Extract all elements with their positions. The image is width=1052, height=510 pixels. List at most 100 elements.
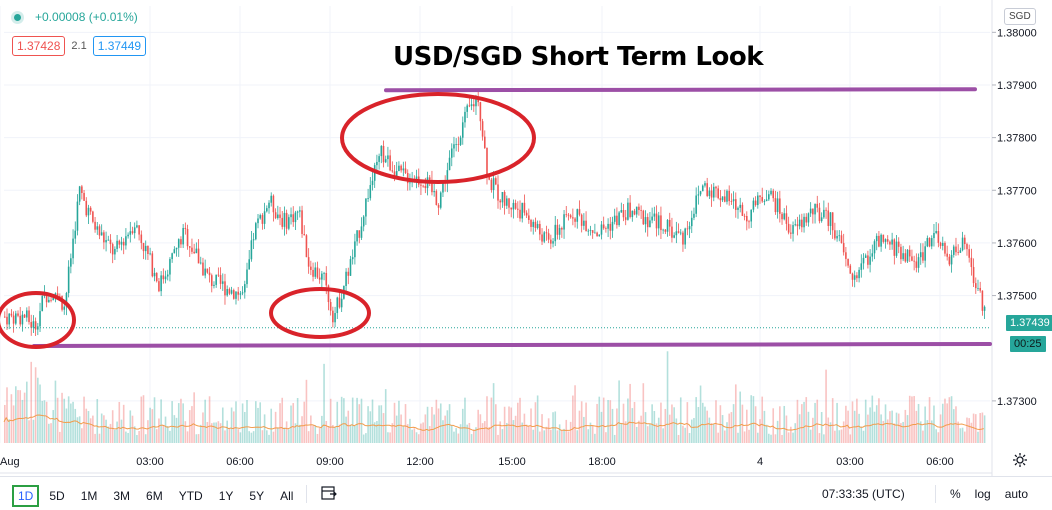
candle-body: [65, 293, 68, 307]
volume-bar: [955, 406, 957, 443]
candle-body: [323, 272, 325, 274]
candle-body: [671, 226, 673, 238]
volume-bar: [158, 418, 160, 443]
volume-bar: [814, 402, 816, 443]
range-button[interactable]: 1Y: [218, 489, 234, 503]
candle-body: [640, 210, 642, 211]
candle-body: [453, 144, 455, 149]
volume-bar: [488, 426, 490, 443]
volume-bar: [939, 414, 942, 443]
candle-body: [820, 217, 823, 222]
volume-bar: [686, 402, 689, 443]
price-chart[interactable]: 1.38000 1.37900 1.37800 1.37700 1.37600 1.375…: [0, 0, 1052, 476]
date-range-icon[interactable]: [320, 485, 338, 501]
range-button[interactable]: All: [280, 489, 294, 503]
candle-body: [519, 209, 521, 219]
range-button[interactable]: 1D: [12, 485, 40, 507]
candle-body: [376, 161, 378, 166]
range-button[interactable]: 5D: [49, 489, 65, 503]
candle-body: [274, 212, 277, 219]
candle-body: [627, 202, 629, 220]
candle-body: [358, 230, 361, 238]
volume-bar: [796, 399, 799, 443]
x-tick-label: 03:00: [836, 456, 864, 468]
candle-body: [171, 253, 173, 260]
candle-body: [186, 229, 189, 247]
candle-body: [613, 215, 616, 222]
candle-body: [569, 215, 572, 218]
gear-icon[interactable]: [1012, 452, 1028, 468]
candle-body: [387, 155, 389, 160]
candle-body: [521, 202, 524, 219]
volume-bar: [550, 429, 552, 443]
range-button[interactable]: YTD: [178, 489, 203, 503]
volume-bar: [818, 433, 821, 443]
candle-body: [158, 281, 160, 292]
candle-body: [129, 231, 132, 235]
utc-clock[interactable]: 07:33:35 (UTC): [822, 487, 905, 501]
candle-body: [790, 232, 792, 234]
volume-bar: [177, 403, 180, 443]
candle-body: [556, 224, 559, 235]
volume-bar: [873, 411, 876, 443]
volume-bar: [362, 434, 365, 443]
volume-bar: [78, 416, 81, 443]
candle-body: [596, 232, 598, 237]
volume-bar: [420, 423, 422, 443]
candle-body: [611, 221, 614, 231]
candle-body: [649, 220, 651, 228]
volume-bar: [37, 377, 39, 443]
candle-body: [858, 269, 860, 279]
volume-bar: [340, 396, 343, 443]
candle-body: [470, 104, 473, 107]
candle-body: [543, 232, 546, 242]
candle-body: [367, 198, 369, 199]
range-button[interactable]: 3M: [113, 489, 131, 503]
log-toggle[interactable]: log: [974, 487, 991, 501]
candle-body: [653, 213, 656, 217]
candle-body: [420, 184, 422, 186]
candle-body: [900, 246, 902, 260]
volume-bar: [902, 421, 904, 443]
candle-body: [558, 227, 561, 235]
range-button[interactable]: 6M: [146, 489, 163, 503]
range-button[interactable]: 1M: [80, 489, 98, 503]
volume-bar: [561, 430, 563, 443]
candle-body: [583, 220, 585, 226]
volume-bar: [671, 404, 673, 443]
range-button[interactable]: 5Y: [249, 489, 265, 503]
candle-body: [851, 273, 854, 280]
candle-body: [241, 292, 244, 294]
volume-bar: [638, 420, 640, 443]
ask-price[interactable]: 1.37449: [92, 36, 147, 56]
bid-price[interactable]: 1.37428: [12, 36, 66, 56]
candle-body: [880, 234, 882, 247]
volume-bar: [501, 429, 504, 443]
auto-toggle[interactable]: auto: [1004, 487, 1029, 501]
currency-button[interactable]: SGD: [1004, 8, 1036, 25]
candle-body: [761, 197, 764, 202]
volume-bar: [770, 434, 772, 443]
quote-panel: 1.37428 2.1 1.37449: [12, 36, 147, 56]
volume-bar: [750, 395, 753, 443]
candle-body: [437, 205, 440, 208]
volume-bar: [851, 401, 854, 443]
candle-body: [147, 245, 149, 254]
volume-bar: [591, 425, 594, 443]
candle-body: [219, 275, 222, 284]
candle-body: [831, 212, 834, 231]
volume-bar: [723, 430, 726, 443]
candle-body: [261, 215, 264, 224]
candle-body: [312, 269, 314, 277]
candle-body: [842, 243, 845, 253]
volume-bar: [913, 396, 915, 443]
candle-body: [937, 231, 940, 243]
candle-body: [772, 190, 775, 199]
candle-body: [155, 272, 158, 282]
candle-body: [125, 236, 127, 246]
volume-bar: [569, 421, 572, 443]
volume-bar: [70, 403, 72, 443]
candle-body: [34, 321, 37, 330]
volume-bar: [116, 421, 118, 443]
percent-toggle[interactable]: %: [950, 487, 961, 501]
